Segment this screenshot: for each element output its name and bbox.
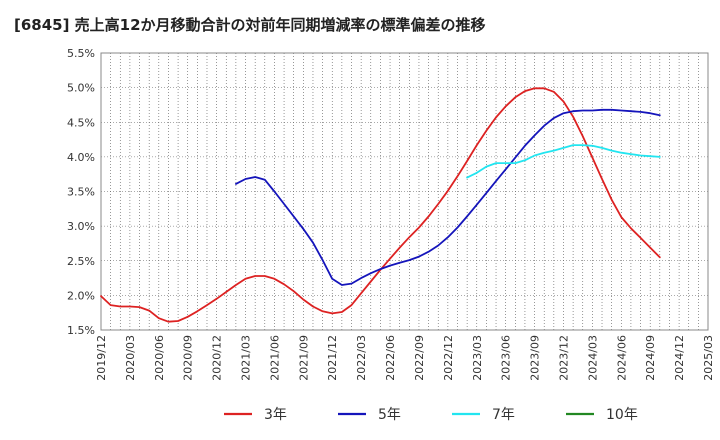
y-tick-label: 4.0% bbox=[67, 151, 95, 164]
y-tick-label: 3.0% bbox=[67, 220, 95, 233]
x-tick-label: 2024/06 bbox=[615, 335, 628, 381]
x-tick-label: 2020/03 bbox=[124, 335, 137, 381]
x-tick-label: 2023/09 bbox=[529, 335, 542, 381]
series-line bbox=[466, 144, 661, 179]
series-line bbox=[235, 108, 661, 286]
x-tick-label: 2021/06 bbox=[268, 335, 281, 381]
x-tick-label: 2024/09 bbox=[644, 335, 657, 381]
legend-label: 10年 bbox=[606, 407, 638, 423]
plot-border bbox=[100, 52, 709, 331]
x-tick-label: 2022/03 bbox=[355, 335, 368, 381]
y-tick-label: 3.5% bbox=[67, 186, 95, 199]
x-tick-label: 2020/06 bbox=[153, 335, 166, 381]
chart-title: [6845] 売上高12か月移動合計の対前年同期増減率の標準偏差の推移 bbox=[14, 16, 486, 34]
x-tick-label: 2022/12 bbox=[442, 335, 455, 381]
x-tick-label: 2021/12 bbox=[326, 335, 339, 381]
y-tick-label: 4.5% bbox=[67, 116, 95, 129]
legend-label: 3年 bbox=[264, 407, 287, 423]
y-tick-label: 1.5% bbox=[67, 324, 95, 337]
x-tick-label: 2020/09 bbox=[182, 335, 195, 381]
x-tick-label: 2025/03 bbox=[702, 335, 715, 381]
x-tick-label: 2022/06 bbox=[384, 335, 397, 381]
x-tick-label: 2024/12 bbox=[673, 335, 686, 381]
x-tick-label: 2023/12 bbox=[557, 335, 570, 381]
x-tick-label: 2020/12 bbox=[211, 335, 224, 381]
legend-label: 7年 bbox=[492, 407, 515, 423]
y-tick-label: 2.0% bbox=[67, 289, 95, 302]
x-tick-label: 2023/06 bbox=[500, 335, 513, 381]
x-tick-label: 2021/09 bbox=[297, 335, 310, 381]
y-tick-label: 2.5% bbox=[67, 255, 95, 268]
x-tick-label: 2024/03 bbox=[586, 335, 599, 381]
x-tick-label: 2021/03 bbox=[240, 335, 253, 381]
y-tick-label: 5.5% bbox=[67, 47, 95, 60]
y-tick-label: 5.0% bbox=[67, 82, 95, 95]
x-tick-label: 2022/09 bbox=[413, 335, 426, 381]
x-tick-label: 2019/12 bbox=[95, 335, 108, 381]
x-tick-label: 2023/03 bbox=[471, 335, 484, 381]
legend-label: 5年 bbox=[378, 407, 401, 423]
